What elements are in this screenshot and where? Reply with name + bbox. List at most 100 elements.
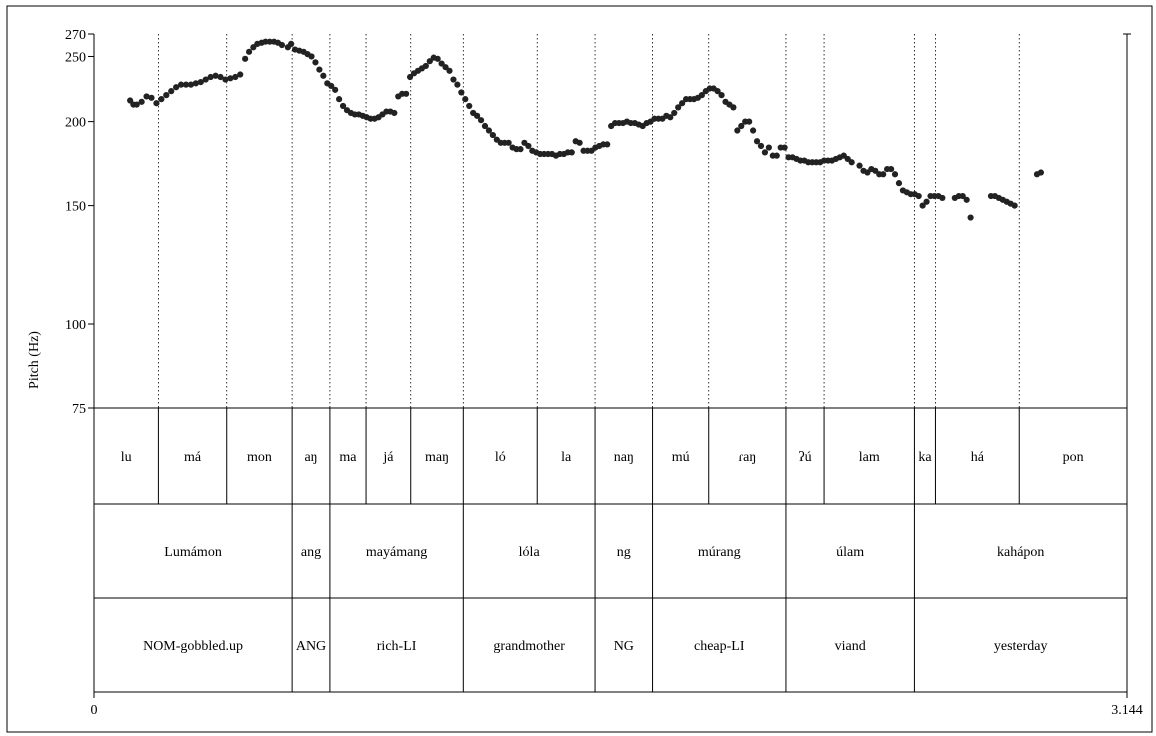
x-tick-label: 3.144 xyxy=(1111,703,1143,718)
pitch-point xyxy=(207,73,214,81)
pitch-point xyxy=(406,73,414,81)
pitch-point xyxy=(848,159,855,166)
syllables-label: mon xyxy=(247,450,272,465)
pitch-point xyxy=(753,138,761,145)
pitch-point xyxy=(757,142,765,150)
y-tick-label: 200 xyxy=(65,116,86,131)
words-label: mayámang xyxy=(366,545,427,560)
pitch-point xyxy=(919,202,926,209)
syllables-label: ka xyxy=(918,450,932,465)
syllables-label: há xyxy=(971,450,985,465)
pitch-point xyxy=(177,81,185,88)
pitch-point xyxy=(749,127,757,134)
pitch-point xyxy=(923,198,930,205)
y-axis-label: Pitch (Hz) xyxy=(27,331,42,389)
pitch-point xyxy=(458,89,465,96)
pitch-point xyxy=(856,162,863,169)
pitch-point xyxy=(266,38,273,45)
pitch-point xyxy=(781,144,788,151)
pitch-point xyxy=(332,86,339,93)
syllables-label: lam xyxy=(859,450,880,465)
pitch-point xyxy=(462,96,469,103)
syllables-label: ma xyxy=(339,450,357,465)
syllables-label: la xyxy=(561,450,572,465)
pitch-point xyxy=(525,142,532,150)
pitch-point xyxy=(328,82,335,90)
pitch-point xyxy=(308,53,315,60)
pitch-point xyxy=(212,72,219,79)
y-tick-label: 100 xyxy=(65,318,86,333)
pitch-point xyxy=(426,58,433,65)
pitch-point xyxy=(336,96,343,103)
pitch-point xyxy=(880,171,887,178)
words-label: múrang xyxy=(698,545,741,560)
syllables-label: já xyxy=(382,450,394,465)
pitch-point xyxy=(915,192,922,200)
y-tick-label: 75 xyxy=(72,402,86,417)
pitch-point xyxy=(765,144,772,151)
pitch-point xyxy=(288,40,295,47)
pitch-point xyxy=(133,101,140,108)
pitch-point xyxy=(746,118,753,125)
pitch-point xyxy=(148,94,155,101)
syllables-label: pon xyxy=(1063,450,1084,465)
words-label: ng xyxy=(617,545,631,560)
gloss-label: viand xyxy=(835,639,866,654)
pitch-point xyxy=(158,96,165,103)
pitch-point xyxy=(477,117,485,124)
pitch-point xyxy=(320,72,327,79)
pitch-point xyxy=(604,141,611,148)
pitch-point xyxy=(667,114,674,121)
pitch-point xyxy=(939,194,946,202)
pitch-point xyxy=(454,81,461,88)
gloss-label: ANG xyxy=(296,639,326,654)
pitch-point xyxy=(485,127,493,134)
pitch-point xyxy=(489,131,496,139)
pitch-point xyxy=(242,55,249,62)
words-label: kahápon xyxy=(997,545,1044,560)
gloss-label: grandmother xyxy=(493,639,565,654)
x-tick-label: 0 xyxy=(91,703,98,718)
pitch-point xyxy=(227,75,234,82)
gloss-label: cheap-LI xyxy=(694,639,745,654)
pitch-point xyxy=(891,171,899,178)
gloss-label: NG xyxy=(614,639,634,654)
axes: 270 250 200 150 100 75 0 3.144 xyxy=(65,28,1143,718)
pitch-point xyxy=(434,55,441,62)
words-label: lóla xyxy=(519,545,541,560)
pitch-point xyxy=(1037,169,1045,176)
y-tick-label: 150 xyxy=(65,200,86,215)
syllables-label: aŋ xyxy=(304,450,317,465)
syllables-label: má xyxy=(184,450,202,465)
pitch-point xyxy=(734,127,741,134)
pitch-point xyxy=(143,93,150,100)
pitch-point xyxy=(517,146,524,153)
pitch-point xyxy=(163,92,170,99)
pitch-point xyxy=(450,76,457,83)
pitch-point xyxy=(192,80,199,87)
pitch-point xyxy=(339,102,347,110)
gloss-label: NOM-gobbled.up xyxy=(143,639,243,654)
pitch-point xyxy=(391,109,398,117)
syllables-label: ɾaŋ xyxy=(738,450,756,465)
pitch-point xyxy=(316,66,323,73)
pitch-point xyxy=(963,196,970,203)
pitch-points xyxy=(127,38,1045,221)
pitch-point xyxy=(438,60,445,67)
pitch-point xyxy=(887,165,895,173)
syllables-label: naŋ xyxy=(614,450,634,465)
pitch-point xyxy=(714,88,721,95)
annotation-tiers: lu má mon aŋ ma já maŋ ló la naŋ mú ɾaŋ ʔú lam ka há pon… xyxy=(94,407,1127,692)
pitch-point xyxy=(576,139,583,146)
words-label: ang xyxy=(301,545,321,560)
syllables-label: ʔú xyxy=(798,450,811,465)
y-tick-label: 250 xyxy=(65,50,86,65)
pitch-point xyxy=(446,67,453,74)
pitch-point xyxy=(182,81,190,88)
pitch-point xyxy=(217,73,224,81)
figure-border xyxy=(6,5,1153,733)
pitch-point xyxy=(671,109,678,117)
pitch-point xyxy=(422,62,429,70)
pitch-point xyxy=(679,100,686,107)
